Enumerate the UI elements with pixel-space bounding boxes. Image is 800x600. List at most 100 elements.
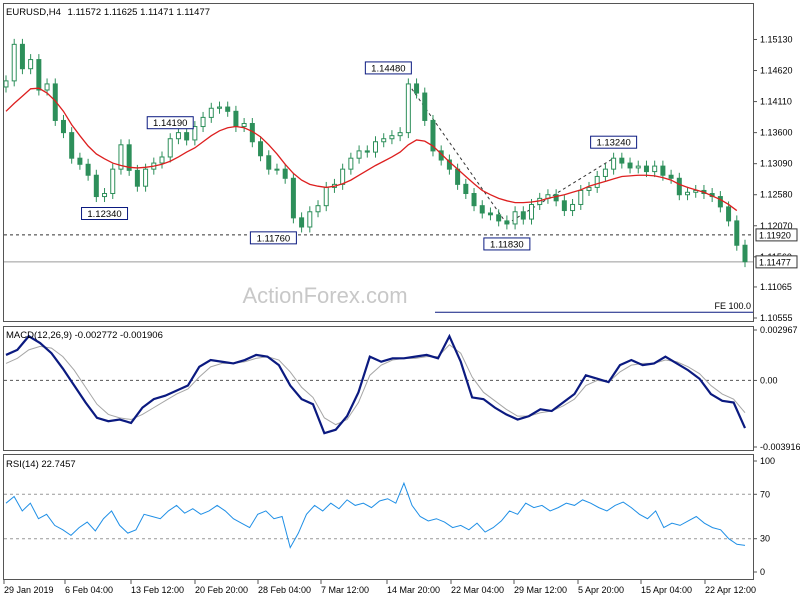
candle-body: [471, 193, 477, 207]
candle-body: [734, 220, 740, 246]
candle-body: [19, 43, 25, 70]
price-annotation-label: 1.14190: [153, 118, 187, 129]
candle-body: [126, 144, 132, 171]
price-y-tick-label: 1.14110: [760, 97, 792, 107]
macd-panel-frame: [3, 326, 754, 451]
x-tick-label: 20 Feb 20:00: [195, 585, 248, 595]
macd-y-tick-label: 0.00: [760, 375, 778, 385]
macd-title: MACD(12,26,9) -0.002772 -0.001906: [6, 330, 163, 341]
reference-lines: FE 100.0: [4, 234, 753, 313]
candle-body: [315, 205, 321, 213]
candle-body: [619, 157, 625, 164]
candle-body: [208, 107, 214, 118]
macd-line: [5, 333, 747, 435]
candle-body: [44, 83, 50, 91]
candle-body: [102, 193, 108, 198]
candle-body: [463, 183, 469, 195]
rsi-line: [5, 481, 746, 549]
candle-body: [561, 200, 567, 212]
price-annotation-label: 1.11760: [257, 233, 291, 244]
price-y-tick-label: 1.12070: [760, 221, 793, 231]
rsi-panel-frame: [3, 454, 754, 580]
candle-body: [553, 194, 559, 202]
price-annotation-label: 1.13240: [596, 138, 630, 149]
candle-body: [60, 119, 66, 134]
rsi-title: RSI(14) 22.7457: [6, 459, 76, 470]
rsi-y-tick-label: 100: [760, 456, 775, 466]
rsi-y-tick-label: 0: [760, 567, 765, 577]
candle-body: [627, 162, 633, 169]
macd-y-tick-label: -0.003916: [760, 442, 800, 452]
x-tick-label: 13 Feb 12:00: [131, 585, 184, 595]
price-annotation-label: 1.12340: [87, 209, 121, 220]
fe-100-label: FE 100.0: [714, 301, 751, 311]
candle-body: [430, 119, 436, 152]
candle-body: [11, 43, 17, 82]
candle-body: [726, 206, 732, 222]
candle-body: [479, 205, 485, 214]
price-y-tick-label: 1.11065: [760, 282, 792, 292]
candle-body: [241, 122, 247, 128]
price-y-tick-label: 1.12580: [760, 190, 793, 200]
candle-body: [307, 211, 313, 228]
candle-body: [373, 141, 378, 153]
axis-price-box: [755, 255, 798, 269]
candle-body: [258, 141, 264, 157]
price-header: EURUSD,H4 1.11572 1.11625 1.11471 1.1147…: [6, 7, 210, 18]
candle-body: [282, 168, 288, 179]
candle-body: [586, 186, 592, 191]
macd-signal-line: [5, 344, 746, 426]
candle-body: [175, 132, 181, 140]
rsi-y-tick-label: 70: [760, 489, 770, 499]
panel-frames: [3, 3, 754, 580]
candle-body: [266, 155, 272, 170]
price-y-tick-label: 1.15130: [760, 34, 793, 44]
candle-body: [216, 106, 222, 109]
candle-body: [192, 126, 198, 141]
candle-body: [356, 150, 362, 159]
candle-body: [717, 196, 723, 208]
candle-body: [643, 165, 649, 173]
candle-body: [348, 157, 354, 170]
candle-body: [635, 165, 641, 169]
axis-price-box-label: 1.11920: [759, 230, 791, 240]
price-annotation-label: 1.14480: [371, 63, 405, 74]
candle-body: [611, 157, 617, 170]
candle-body: [52, 83, 58, 121]
candle-body: [28, 59, 34, 70]
x-tick-label: 22 Mar 04:00: [451, 585, 504, 595]
price-y-tick-label: 1.13090: [760, 159, 793, 169]
candle-body: [274, 168, 280, 171]
candle-body: [290, 177, 296, 219]
candle-body: [496, 214, 502, 222]
candle-body: [340, 168, 346, 185]
candle-body: [414, 83, 420, 94]
macd-plot: [4, 333, 753, 435]
candle-body: [742, 244, 748, 263]
candle-body: [422, 92, 428, 121]
macd-y-tick-label: 0.002967: [760, 325, 798, 335]
candle-body: [167, 138, 173, 158]
candle-body: [602, 168, 608, 177]
candle-body: [323, 186, 329, 207]
axis-price-box: [755, 228, 798, 242]
swing-connector-down: [407, 83, 508, 225]
candle-body: [93, 174, 99, 198]
candle-body: [77, 157, 83, 165]
ohlc-label: 1.11572 1.11625 1.11471 1.11477: [68, 7, 210, 18]
price-plot: 1.14190 1.14480 1.12340 1.11760 1.11830 1.132…: [3, 38, 748, 268]
price-annotation-box: [146, 116, 194, 130]
candle-body: [36, 59, 42, 91]
candle-body: [69, 132, 75, 159]
candle-body: [3, 80, 9, 88]
candle-body: [570, 203, 576, 212]
rsi-y-tick-label: 30: [760, 534, 770, 544]
price-y-tick-label: 1.10555: [760, 313, 793, 323]
price-y-tick-label: 1.14620: [760, 66, 793, 76]
x-tick-label: 14 Mar 20:00: [387, 585, 440, 595]
candle-body: [159, 156, 165, 164]
price-annotation-label: 1.11830: [490, 239, 524, 250]
price-annotation-box: [483, 237, 531, 251]
candle-body: [520, 211, 526, 220]
candle-body: [225, 106, 231, 112]
